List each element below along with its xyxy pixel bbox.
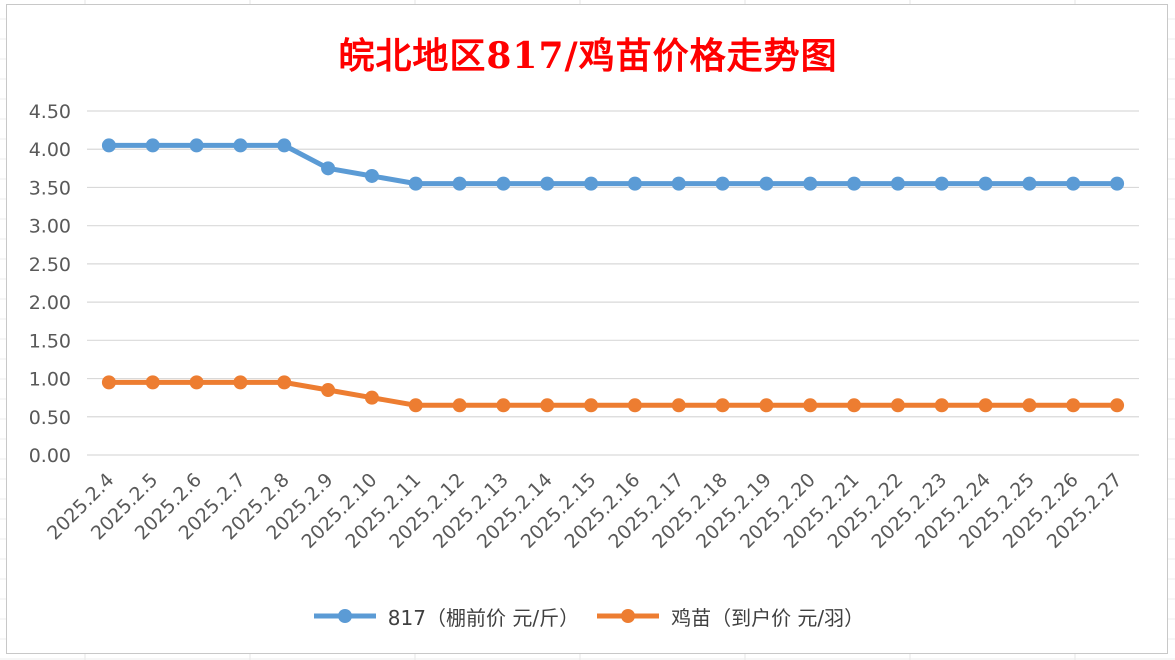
y-tick-label: 3.50 [29,177,71,199]
chart-title: 皖北地区817/鸡苗价格走势图 [338,35,838,77]
y-tick-label: 1.00 [29,369,71,391]
data-point-series-2[interactable] [364,390,379,405]
data-point-series-1[interactable] [627,176,642,191]
y-tick-label: 1.50 [29,330,71,352]
data-point-series-1[interactable] [934,176,949,191]
data-point-series-2[interactable] [627,398,642,413]
data-point-series-1[interactable] [890,176,905,191]
data-point-series-2[interactable] [321,383,336,398]
data-point-series-1[interactable] [1066,176,1081,191]
data-point-series-2[interactable] [408,398,423,413]
data-point-series-1[interactable] [847,176,862,191]
data-point-series-1[interactable] [233,138,248,153]
data-point-series-1[interactable] [978,176,993,191]
y-tick-label: 0.00 [29,445,71,467]
legend-swatch-2 [597,609,660,623]
series-line-2 [108,379,1118,408]
data-point-series-1[interactable] [189,138,204,153]
data-point-series-2[interactable] [803,398,818,413]
chart-area[interactable]: 皖北地区817/鸡苗价格走势图 0.00 0.50 1.00 1.50 2.00 2.50… [6,4,1168,654]
y-tick-label: 3.00 [29,216,71,238]
legend-item-2[interactable]: 鸡苗（到户价 元/羽） [595,602,864,631]
data-point-series-2[interactable] [452,398,467,413]
data-point-series-2[interactable] [847,398,862,413]
data-point-series-2[interactable] [890,398,905,413]
legend-label: 鸡苗（到户价 元/羽） [671,605,865,630]
series-line-1 [108,142,1118,187]
data-point-series-2[interactable] [1066,398,1081,413]
data-point-series-2[interactable] [496,398,511,413]
data-point-series-1[interactable] [540,176,555,191]
data-point-series-2[interactable] [540,398,555,413]
data-point-series-2[interactable] [1110,398,1125,413]
data-point-series-1[interactable] [496,176,511,191]
data-point-series-2[interactable] [145,375,160,390]
data-point-series-1[interactable] [1022,176,1037,191]
data-point-series-1[interactable] [408,176,423,191]
legend-item-1[interactable]: 817（棚前价 元/斤） [312,602,579,631]
data-point-series-1[interactable] [101,138,116,153]
y-tick-label: 2.00 [29,292,71,314]
data-point-series-2[interactable] [584,398,599,413]
data-point-series-2[interactable] [978,398,993,413]
legend-swatch-1 [313,609,376,623]
y-tick-label: 4.00 [29,139,71,161]
data-point-series-1[interactable] [452,176,467,191]
data-point-series-1[interactable] [145,138,160,153]
data-point-series-1[interactable] [277,138,292,153]
data-point-series-2[interactable] [759,398,774,413]
data-point-series-2[interactable] [189,375,204,390]
data-point-series-1[interactable] [321,161,336,176]
data-point-series-2[interactable] [1022,398,1037,413]
data-point-series-1[interactable] [715,176,730,191]
data-point-series-2[interactable] [277,375,292,390]
y-tick-label: 2.50 [29,254,71,276]
data-point-series-1[interactable] [364,168,379,183]
data-point-series-1[interactable] [671,176,686,191]
legend-label: 817（棚前价 元/斤） [387,605,580,630]
data-point-series-1[interactable] [584,176,599,191]
legend: 817（棚前价 元/斤） 鸡苗（到户价 元/羽） [7,601,1169,631]
y-tick-label: 0.50 [29,407,71,429]
data-point-series-2[interactable] [934,398,949,413]
data-point-series-1[interactable] [759,176,774,191]
data-point-series-2[interactable] [671,398,686,413]
data-point-series-1[interactable] [803,176,818,191]
data-point-series-1[interactable] [1110,176,1125,191]
data-point-series-2[interactable] [101,375,116,390]
plot-area: 0.00 0.50 1.00 1.50 2.00 2.50 3.00 3.50 4.00 4.50… [29,101,1139,553]
data-point-series-2[interactable] [715,398,730,413]
data-point-series-2[interactable] [233,375,248,390]
y-tick-label: 4.50 [29,101,71,123]
